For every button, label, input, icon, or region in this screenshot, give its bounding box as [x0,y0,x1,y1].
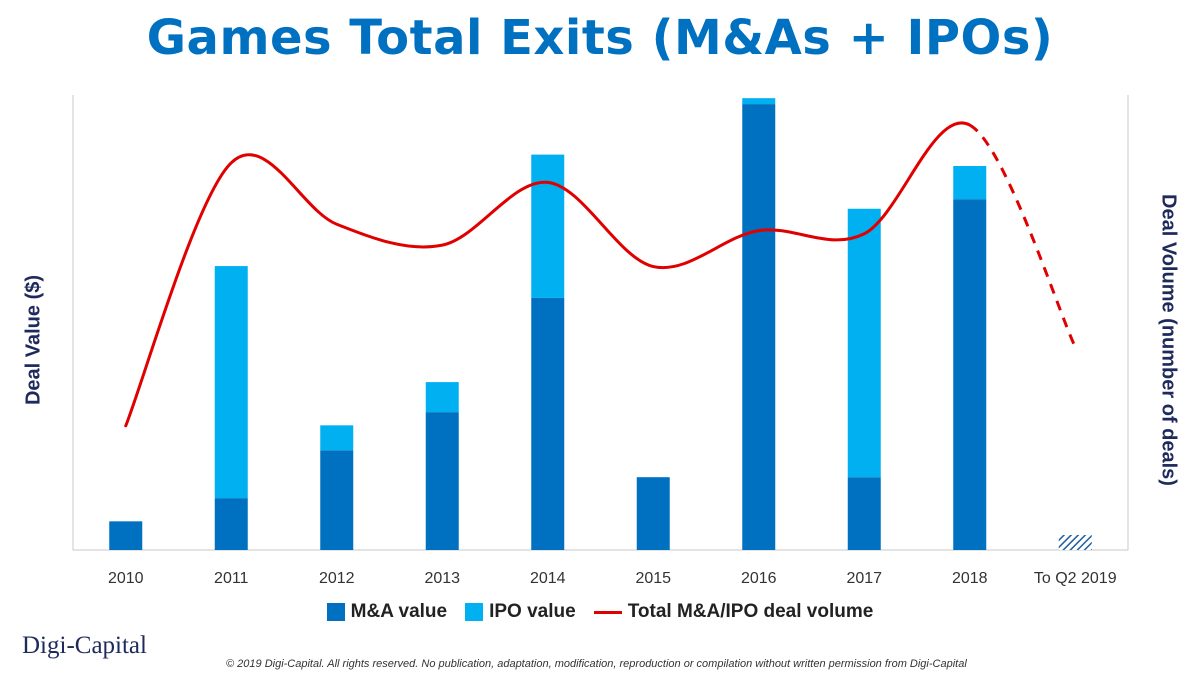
x-tick-label-2014: 2014 [530,570,566,587]
x-tick-label-2010: 2010 [108,570,144,587]
bar-ma-2010 [109,521,143,550]
legend-item-ipo: IPO value [465,601,576,623]
x-tick-label-2012: 2012 [319,570,355,587]
bar-ma-2018 [953,199,987,550]
bar-ma-to-q2-2019 [1058,534,1092,550]
legend-item-ma: M&A value [326,601,448,623]
x-tick-label-2011: 2011 [214,570,249,587]
bar-ma-2012 [320,450,354,550]
chart-canvas: 2010 2011 2012 2013 2014 2015 2016 2017 2018 To Q… [72,95,1129,587]
volume-line-group [124,121,1077,428]
x-tick-label-2013: 2013 [424,570,460,587]
legend-label-ipo: IPO value [489,601,576,622]
bar-ma-2014 [531,297,565,550]
company-logo: Digi-Capital [22,632,147,659]
bar-ipo-2018 [953,165,987,200]
chart-title: Games Total Exits (M&As + IPOs) [146,10,1054,66]
bar-ipo-2016 [742,98,776,105]
x-tick-label-2017: 2017 [846,570,882,587]
bar-ipo-2017 [847,208,881,478]
x-tick-label-to-q2-2019: To Q2 2019 [1034,570,1117,587]
copyright-footer: © 2019 Digi-Capital. All rights reserved… [226,658,967,670]
bar-ipo-2011 [214,266,248,499]
legend-item-volume: Total M&A/IPO deal volume [593,601,874,623]
chart-axes [72,95,1129,551]
legend-swatch-volume [593,610,622,614]
bar-ma-2017 [847,477,881,550]
legend-swatch-ipo [465,603,484,621]
legend-swatch-ma [326,603,345,621]
x-tick-label-2016: 2016 [741,570,777,587]
bar-ma-2015 [636,477,670,550]
bar-ma-2013 [425,412,459,550]
bar-ma-2011 [214,498,248,550]
x-tick-label-2018: 2018 [952,570,988,587]
legend: M&A value IPO value Total M&A/IPO deal v… [0,601,1200,623]
bar-ipo-2012 [320,425,354,451]
x-tick-label-2015: 2015 [635,570,671,587]
x-tick-labels: 2010 2011 2012 2013 2014 2015 2016 2017 2018 To Q… [108,570,1117,587]
legend-label-ma: M&A value [350,601,448,622]
volume-line-solid [124,121,972,428]
legend-label-volume: Total M&A/IPO deal volume [627,601,874,622]
volume-line-dashed [968,123,1077,348]
chart-bars [109,98,1092,550]
bar-ipo-2013 [425,382,459,413]
bar-ma-2016 [742,104,776,550]
bar-ipo-2014 [531,154,565,298]
